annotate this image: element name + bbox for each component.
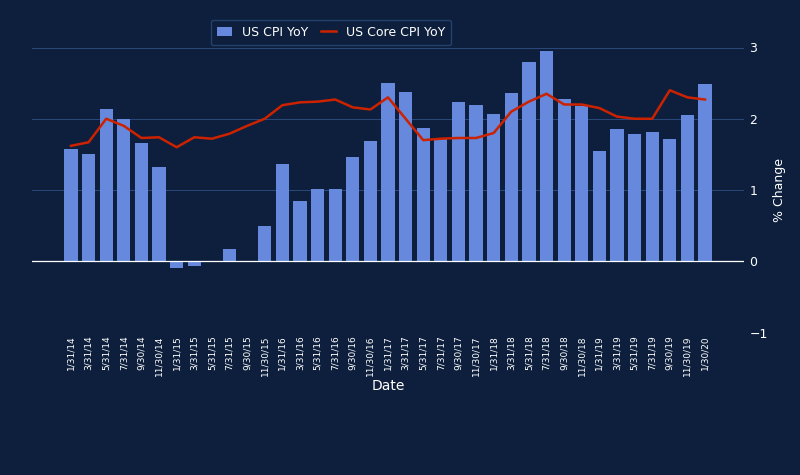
Bar (99, 110, 113, 261)
Bar (311, 189, 324, 261)
US Core CPI YoY (700, 97, 710, 103)
US Core CPI YoY (383, 95, 393, 100)
Legend: US CPI YoY, US Core CPI YoY: US CPI YoY, US Core CPI YoY (210, 19, 451, 45)
Y-axis label: % Change: % Change (774, 158, 786, 222)
US Core CPI YoY (559, 102, 569, 107)
Bar (417, 128, 430, 261)
Bar (382, 83, 394, 261)
US Core CPI YoY (102, 116, 111, 122)
US Core CPI YoY (348, 104, 358, 110)
US Core CPI YoY (665, 87, 674, 93)
Bar (153, 167, 166, 261)
US Core CPI YoY (313, 99, 322, 104)
US Core CPI YoY (278, 103, 287, 108)
US Core CPI YoY (436, 136, 446, 142)
Bar (646, 133, 658, 261)
Bar (558, 99, 570, 261)
Bar (258, 226, 271, 261)
Bar (628, 134, 641, 261)
Bar (698, 84, 712, 261)
US Core CPI YoY (489, 130, 498, 136)
US Core CPI YoY (137, 135, 146, 141)
US Core CPI YoY (594, 105, 604, 111)
US Core CPI YoY (172, 144, 182, 150)
US Core CPI YoY (260, 116, 270, 122)
US Core CPI YoY (330, 97, 340, 103)
US Core CPI YoY (524, 99, 534, 104)
US Core CPI YoY (647, 116, 657, 122)
Bar (663, 140, 677, 261)
Bar (329, 189, 342, 261)
Bar (434, 138, 447, 261)
US Core CPI YoY (190, 134, 199, 140)
US Core CPI YoY (242, 123, 252, 129)
US Core CPI YoY (454, 135, 463, 141)
Bar (346, 157, 359, 261)
Bar (82, 154, 95, 261)
Bar (188, 261, 201, 266)
Bar (505, 93, 518, 261)
Bar (64, 149, 78, 261)
Bar (294, 200, 306, 261)
US Core CPI YoY (154, 134, 164, 140)
Bar (170, 261, 183, 268)
US Core CPI YoY (542, 91, 551, 97)
US Core CPI YoY (84, 140, 94, 145)
Bar (610, 129, 623, 261)
X-axis label: Date: Date (371, 379, 405, 392)
US Core CPI YoY (66, 143, 76, 149)
US Core CPI YoY (207, 136, 217, 142)
US Core CPI YoY (577, 102, 586, 107)
Bar (223, 249, 236, 261)
Bar (452, 103, 465, 261)
Bar (276, 164, 289, 261)
Bar (470, 104, 482, 261)
Bar (399, 92, 412, 261)
Bar (522, 62, 535, 261)
US Core CPI YoY (418, 137, 428, 143)
Bar (593, 151, 606, 261)
US Core CPI YoY (506, 109, 516, 114)
Bar (575, 106, 588, 261)
Bar (118, 120, 130, 261)
Line: US Core CPI YoY: US Core CPI YoY (71, 90, 705, 147)
Bar (364, 141, 377, 261)
US Core CPI YoY (612, 114, 622, 120)
US Core CPI YoY (225, 131, 234, 137)
Bar (135, 143, 148, 261)
Bar (540, 51, 553, 261)
US Core CPI YoY (119, 123, 129, 129)
US Core CPI YoY (401, 116, 410, 122)
Bar (681, 115, 694, 261)
US Core CPI YoY (295, 100, 305, 105)
US Core CPI YoY (630, 116, 639, 122)
US Core CPI YoY (471, 135, 481, 141)
US Core CPI YoY (682, 95, 692, 100)
US Core CPI YoY (366, 107, 375, 113)
Bar (487, 114, 500, 261)
